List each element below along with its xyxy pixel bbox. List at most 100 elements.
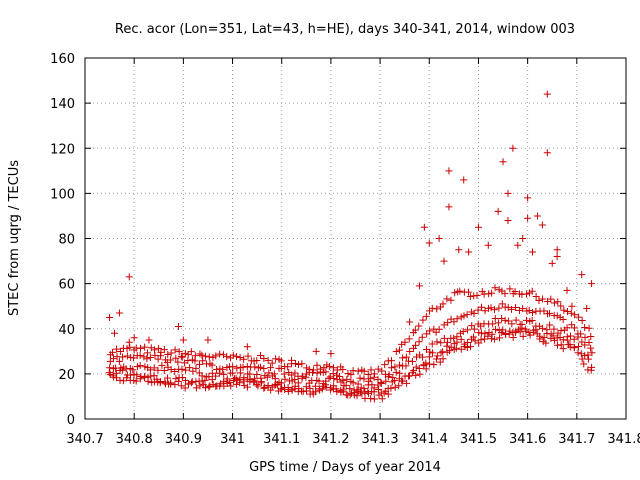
data-point (445, 167, 453, 175)
data-point (229, 363, 237, 371)
data-point (538, 221, 546, 229)
data-point (322, 368, 330, 376)
data-point (553, 253, 561, 261)
data-point (440, 321, 448, 329)
data-point (188, 379, 196, 387)
data-point (412, 371, 420, 379)
data-point (337, 378, 345, 386)
data-point (437, 339, 445, 347)
x-tick-label: 341.1 (263, 432, 300, 447)
data-point (511, 288, 519, 296)
data-point (412, 363, 420, 371)
data-point (171, 346, 179, 354)
data-point (171, 367, 179, 375)
data-point (171, 381, 179, 389)
data-point (192, 378, 200, 386)
data-point (477, 336, 485, 344)
data-point (398, 377, 406, 385)
data-point (201, 376, 209, 384)
data-point (587, 366, 595, 374)
data-point (391, 377, 399, 385)
data-point (575, 313, 583, 321)
data-point (378, 395, 386, 403)
data-point (141, 373, 149, 381)
data-point (396, 346, 404, 354)
data-point (443, 338, 451, 346)
data-point (141, 343, 149, 351)
data-point (155, 344, 163, 352)
data-point (583, 304, 591, 312)
data-point (271, 381, 279, 389)
data-point (364, 370, 372, 378)
data-point (530, 328, 538, 336)
y-axis-label: STEC from uqrg / TECUs (7, 160, 22, 316)
data-point (463, 343, 471, 351)
data-point (160, 346, 168, 354)
data-point (178, 353, 186, 361)
data-point (522, 290, 530, 298)
data-point (277, 385, 285, 393)
data-point (577, 350, 585, 358)
data-point (215, 369, 223, 377)
data-point (415, 338, 423, 346)
data-point (186, 364, 194, 372)
data-point (243, 363, 251, 371)
data-point (445, 203, 453, 211)
data-point (408, 357, 416, 365)
data-point (167, 380, 175, 388)
data-point (271, 375, 279, 383)
data-point (384, 390, 392, 398)
data-point (474, 306, 482, 314)
data-point (326, 373, 334, 381)
data-point (543, 90, 551, 98)
data-point (277, 379, 285, 387)
data-point (526, 331, 534, 339)
data-point (489, 320, 497, 328)
data-point (144, 377, 152, 385)
data-point (548, 259, 556, 267)
data-point (344, 369, 352, 377)
data-point (257, 378, 265, 386)
data-point (415, 364, 423, 372)
data-point (209, 380, 217, 388)
data-point (339, 366, 347, 374)
data-point (267, 386, 275, 394)
data-point (559, 315, 567, 323)
data-point (487, 304, 495, 312)
data-point (498, 300, 506, 308)
data-point (547, 334, 555, 342)
data-point (240, 377, 248, 385)
data-point (116, 348, 124, 356)
data-point (570, 324, 578, 332)
data-point (346, 385, 354, 393)
data-point (539, 295, 547, 303)
data-point (177, 352, 185, 360)
x-tick-label: 341.5 (460, 432, 497, 447)
data-point (263, 373, 271, 381)
data-point (433, 305, 441, 313)
data-point (220, 370, 228, 378)
data-point (388, 364, 396, 372)
data-point (327, 384, 334, 392)
data-point (212, 372, 220, 380)
axis-ticks (84, 57, 627, 420)
data-point (418, 353, 426, 361)
data-point (444, 319, 452, 327)
data-point (213, 365, 221, 373)
data-point (229, 351, 237, 359)
data-point (557, 302, 565, 310)
data-point (514, 241, 522, 249)
data-point (257, 351, 265, 359)
data-point (233, 364, 241, 372)
y-tick-label: 100 (50, 187, 75, 202)
data-point (126, 371, 134, 379)
data-point (524, 214, 532, 222)
data-point (136, 352, 144, 360)
data-point (587, 344, 595, 352)
data-point (302, 373, 310, 381)
data-point (333, 376, 341, 384)
data-point (370, 395, 378, 403)
data-point (392, 368, 400, 376)
data-point (353, 392, 361, 400)
data-point (492, 325, 500, 333)
